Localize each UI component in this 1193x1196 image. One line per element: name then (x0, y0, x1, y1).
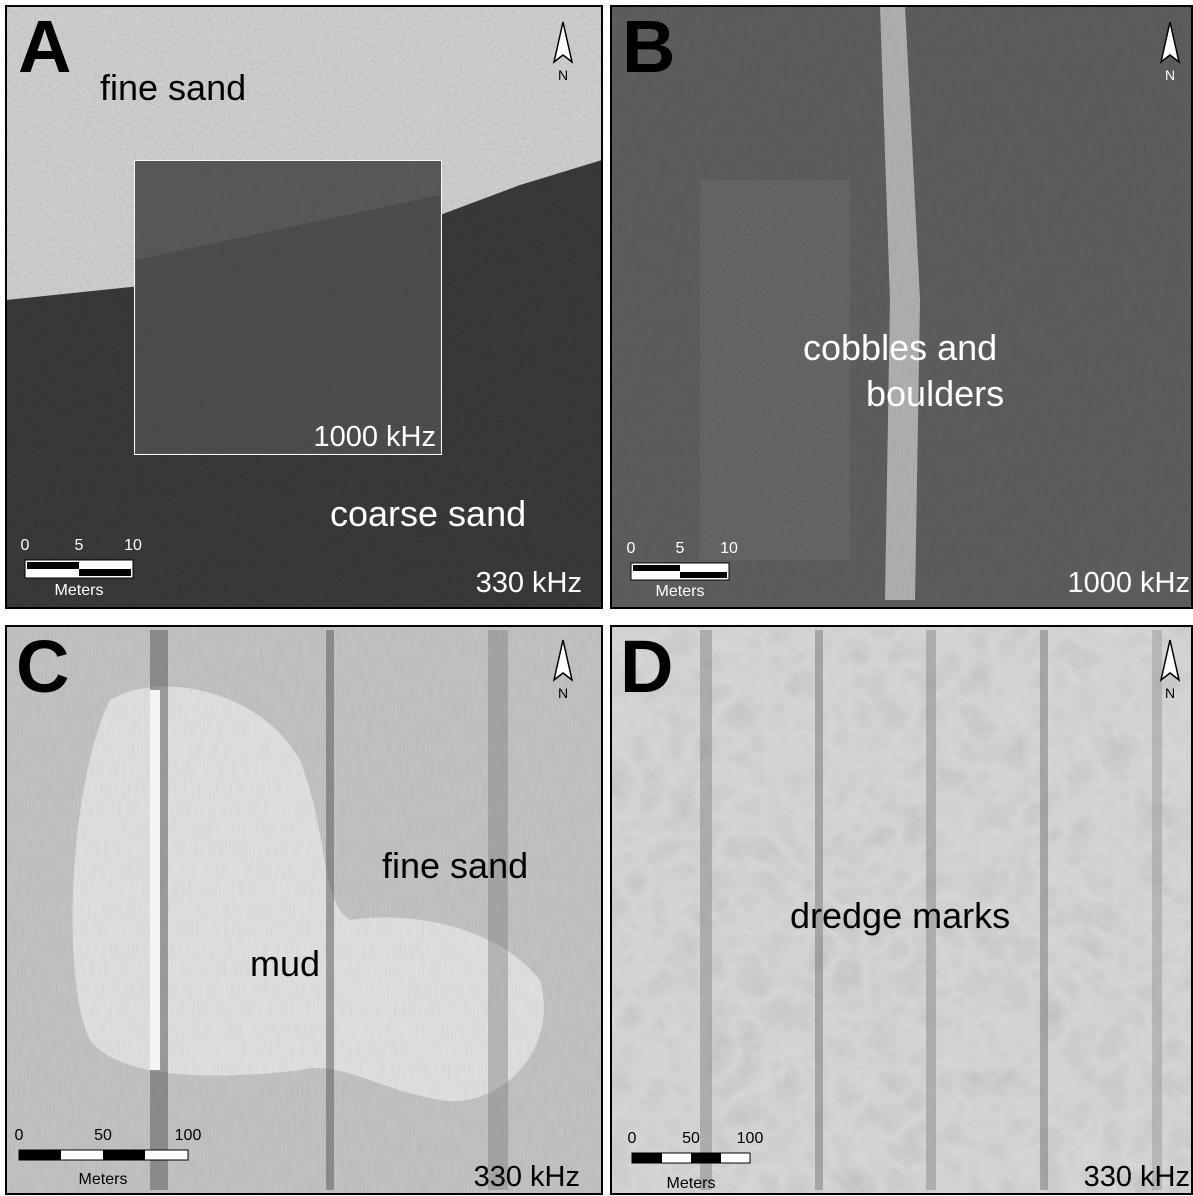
frequency: 330 kHz (1084, 1161, 1190, 1193)
scale-unit: Meters (55, 582, 104, 599)
panel-b: B cobbles and boulders 1000 kHz N 0 5 10… (610, 5, 1193, 609)
scale-bar: 0 5 10 Meters (627, 540, 738, 600)
panel-a: A fine sand coarse sand 1000 kHz 330 kHz… (5, 5, 603, 609)
scale-tick: 10 (720, 540, 738, 557)
panel-letter: C (16, 625, 69, 708)
nadir-line (488, 630, 508, 1190)
scale-tick: 50 (682, 1130, 700, 1147)
scale-unit: Meters (79, 1171, 128, 1188)
inset-frequency: 1000 kHz (313, 421, 436, 453)
nadir-band (880, 6, 920, 600)
north-arrow: N (1159, 639, 1181, 701)
label: coarse sand (330, 493, 526, 534)
nadir-line (150, 690, 160, 1070)
track-line (926, 630, 936, 1190)
nadir-line (326, 630, 334, 1190)
frequency: 1000 kHz (1067, 567, 1190, 599)
label: fine sand (100, 67, 246, 108)
panel-border (610, 5, 1193, 609)
label: boulders (866, 373, 1004, 414)
scale-tick: 0 (15, 1127, 24, 1144)
panel-border (5, 625, 603, 1195)
scale-tick: 10 (124, 537, 142, 554)
frequency: 330 kHz (476, 567, 582, 599)
north-label: N (1165, 685, 1175, 701)
panel-c: C fine sand mud 330 kHz N 0 50 100 Meter… (5, 625, 603, 1195)
label: fine sand (382, 845, 528, 886)
scale-unit: Meters (667, 1175, 716, 1192)
north-arrow: N (552, 21, 574, 83)
north-arrow: N (552, 639, 574, 701)
label: mud (250, 943, 320, 984)
panel-border (5, 5, 603, 609)
panel-letter: A (18, 5, 71, 88)
label: cobbles and (803, 327, 997, 368)
ripple-area (136, 195, 440, 453)
north-arrow: N (1159, 21, 1181, 83)
north-label: N (558, 685, 568, 701)
track-line (1152, 630, 1162, 1190)
scale-tick: 0 (628, 1130, 637, 1147)
scale-bar: 0 50 100 Meters (15, 1127, 202, 1188)
scale-tick: 0 (627, 540, 636, 557)
track-line (815, 630, 823, 1190)
north-label: N (1165, 67, 1175, 83)
mud-patch (72, 686, 544, 1102)
north-label: N (558, 67, 568, 83)
scale-tick: 5 (75, 537, 84, 554)
scale-bar: 0 5 10 Meters (21, 537, 142, 599)
frequency: 330 kHz (474, 1161, 580, 1193)
scale-tick: 100 (737, 1130, 764, 1147)
scale-tick: 100 (175, 1127, 202, 1144)
panel-letter: B (622, 5, 675, 88)
label: dredge marks (790, 895, 1010, 936)
track-line (1040, 630, 1048, 1190)
track-line (700, 630, 712, 1190)
panel-d: D dredge marks 330 kHz N 0 50 100 Meters (610, 625, 1193, 1195)
boulder-field (700, 180, 850, 560)
scale-tick: 5 (676, 540, 685, 557)
scale-tick: 0 (21, 537, 30, 554)
panel-border (610, 625, 1193, 1195)
scale-tick: 50 (94, 1127, 112, 1144)
panel-letter: D (620, 625, 673, 708)
scale-unit: Meters (656, 583, 705, 600)
scale-bar: 0 50 100 Meters (628, 1130, 764, 1192)
